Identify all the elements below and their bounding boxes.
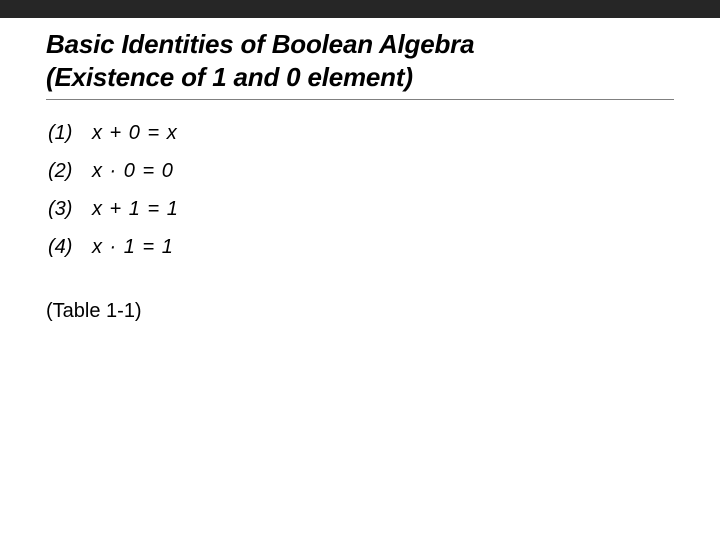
identity-expression: x + 1 = 1	[92, 190, 179, 228]
slide: Basic Identities of Boolean Algebra (Exi…	[0, 0, 720, 540]
identity-expression: x · 0 = 0	[92, 152, 174, 190]
title-line-1: Basic Identities of Boolean Algebra	[46, 29, 474, 59]
identity-row: (1) x + 0 = x	[48, 114, 674, 152]
slide-title: Basic Identities of Boolean Algebra (Exi…	[46, 28, 674, 93]
identity-expression: x · 1 = 1	[92, 228, 174, 266]
title-line-2: (Existence of 1 and 0 element)	[46, 62, 413, 92]
top-bar	[0, 0, 720, 18]
identity-number: (4)	[48, 228, 92, 266]
content-area: Basic Identities of Boolean Algebra (Exi…	[0, 18, 720, 323]
identity-number: (3)	[48, 190, 92, 228]
identity-row: (2) x · 0 = 0	[48, 152, 674, 190]
identity-expression: x + 0 = x	[92, 114, 178, 152]
identity-row: (4) x · 1 = 1	[48, 228, 674, 266]
table-reference: (Table 1-1)	[46, 300, 674, 323]
identity-number: (1)	[48, 114, 92, 152]
identity-number: (2)	[48, 152, 92, 190]
identity-list: (1) x + 0 = x (2) x · 0 = 0 (3) x + 1 = …	[48, 114, 674, 266]
title-underline	[46, 99, 674, 100]
identity-row: (3) x + 1 = 1	[48, 190, 674, 228]
